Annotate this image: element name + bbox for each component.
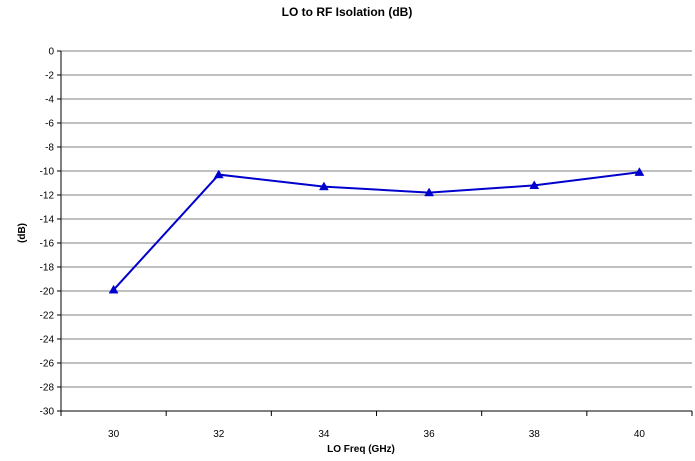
data-point-marker bbox=[108, 284, 119, 294]
y-tick-label: -12 bbox=[40, 191, 55, 202]
y-tick-label: -2 bbox=[45, 71, 54, 82]
x-tick-label: 32 bbox=[213, 429, 225, 440]
data-point-marker bbox=[529, 180, 540, 190]
y-tick-label: -14 bbox=[40, 215, 55, 226]
x-tick-label: 36 bbox=[424, 429, 436, 440]
x-tick-label: 30 bbox=[108, 429, 120, 440]
y-tick-label: -24 bbox=[40, 335, 55, 346]
y-tick-label: -18 bbox=[40, 263, 55, 274]
data-point-marker bbox=[213, 169, 224, 179]
y-tick-label: -6 bbox=[45, 119, 54, 130]
chart-title: LO to RF Isolation (dB) bbox=[282, 5, 413, 19]
x-tick-label: 34 bbox=[318, 429, 330, 440]
x-tick-label: 38 bbox=[529, 429, 541, 440]
y-tick-label: -8 bbox=[45, 143, 54, 154]
y-tick-label: -16 bbox=[40, 239, 55, 250]
grid-lines bbox=[61, 50, 692, 388]
x-tick-label: 40 bbox=[634, 429, 646, 440]
y-tick-label: -10 bbox=[40, 167, 55, 178]
axes bbox=[57, 50, 693, 416]
y-tick-label: -30 bbox=[40, 407, 55, 418]
y-tick-label: -28 bbox=[40, 383, 55, 394]
data-point-marker bbox=[424, 187, 435, 197]
data-point-marker bbox=[318, 181, 329, 191]
series-layer bbox=[108, 167, 645, 294]
y-tick-label: 0 bbox=[48, 47, 54, 58]
x-tick-labels: 30 32 34 36 38 40 bbox=[108, 429, 645, 440]
data-point-marker bbox=[634, 167, 645, 176]
y-tick-labels: 0 -2 -4 -6 -8 -10 -12 -14 -16 -18 -20 -22 -24 -26 -28 -… bbox=[40, 47, 55, 418]
y-tick-label: -26 bbox=[40, 359, 55, 370]
y-tick-label: -22 bbox=[40, 311, 55, 322]
series-line bbox=[112, 171, 640, 291]
y-tick-label: -20 bbox=[40, 287, 55, 298]
y-tick-label: -4 bbox=[45, 95, 54, 106]
y-axis-title: (dB) bbox=[17, 223, 28, 243]
x-axis-title: LO Freq (GHz) bbox=[327, 444, 395, 455]
